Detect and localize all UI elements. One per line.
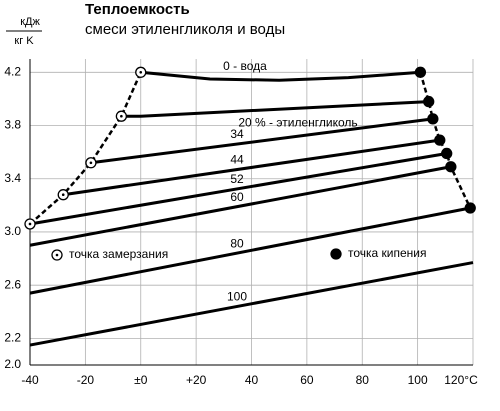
line-label: 80 <box>230 236 244 250</box>
heat-capacity-line <box>29 261 474 347</box>
y-tick-label: 4.2 <box>4 64 21 78</box>
legend-marker <box>330 248 342 260</box>
y-tick-label: 3.0 <box>4 224 21 238</box>
chart-subtitle: смеси этиленгликоля и воды <box>85 21 285 38</box>
y-tick-label: 3.4 <box>4 171 21 185</box>
heat-capacity-line <box>29 151 447 226</box>
legend-label: точка замерзания <box>69 247 168 261</box>
marker-dot <box>28 222 32 226</box>
heat-capacity-line <box>121 100 429 118</box>
y-unit-numerator: кДж <box>20 16 40 28</box>
heat-capacity-line <box>29 165 452 247</box>
x-tick-label: 120°C <box>444 373 478 387</box>
marker-dot <box>120 114 123 118</box>
x-tick-label: 40 <box>245 373 259 387</box>
line-label: 34 <box>230 127 244 141</box>
point-marker <box>414 66 427 78</box>
point-marker <box>464 202 476 214</box>
x-tick-label: 100 <box>408 373 428 387</box>
y-tick-label: 2.6 <box>4 277 21 291</box>
line-label: 0 - вода <box>223 59 267 73</box>
y-tick-label: 2.2 <box>4 331 21 345</box>
y-tick-label: 3.8 <box>4 118 21 132</box>
point-marker <box>445 161 457 173</box>
heat-capacity-line <box>63 138 440 197</box>
x-tick-label: -40 <box>21 373 39 387</box>
x-tick-label: 80 <box>356 373 370 387</box>
marker-dot <box>139 71 143 74</box>
heat-capacity-line <box>29 206 471 295</box>
marker-dot <box>61 193 65 197</box>
y-unit-denominator: кг K <box>14 35 34 47</box>
x-tick-label: ±0 <box>134 373 148 387</box>
legend-marker-dot <box>55 253 59 257</box>
line-label: 20 % - этиленгликоль <box>238 115 357 129</box>
line-label: 60 <box>230 190 244 204</box>
x-tick-label: +20 <box>186 373 207 387</box>
point-marker <box>441 147 453 160</box>
heat-capacity-line <box>140 70 421 82</box>
x-tick-label: 60 <box>300 373 314 387</box>
chart-title: Теплоемкость <box>85 1 190 18</box>
line-label: 44 <box>230 153 244 167</box>
x-tick-label: -20 <box>77 373 95 387</box>
line-label: 100 <box>227 290 247 304</box>
point-marker <box>434 134 446 146</box>
legend-label: точка кипения <box>348 246 427 260</box>
marker-dot <box>89 161 93 165</box>
heat-capacity-line <box>90 117 434 165</box>
point-marker <box>427 113 439 125</box>
y-tick-label: 2.0 <box>4 357 21 371</box>
point-marker <box>423 95 435 108</box>
line-label: 52 <box>230 172 244 186</box>
